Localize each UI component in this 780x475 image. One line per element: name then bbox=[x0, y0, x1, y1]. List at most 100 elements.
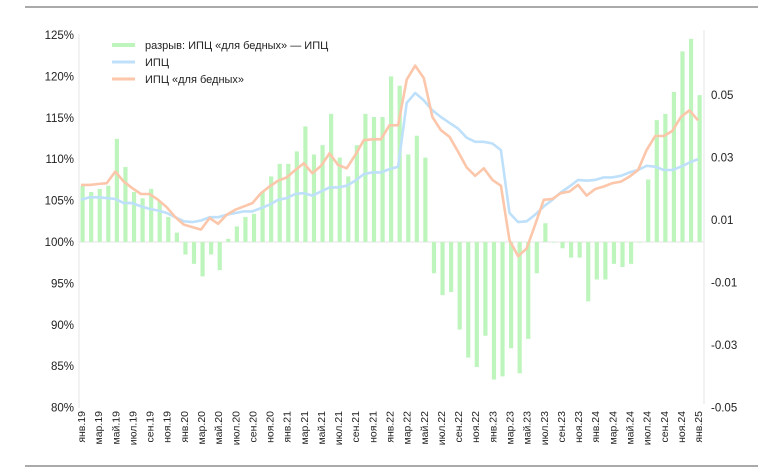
x-tick-label: июл.19 bbox=[127, 411, 139, 445]
left-tick-label: 95% bbox=[51, 278, 74, 290]
x-tick-label: янв.23 bbox=[487, 411, 499, 443]
x-tick-label: янв.25 bbox=[693, 411, 705, 443]
gap-bar bbox=[183, 242, 188, 255]
x-axis-ticks: янв.19 мар.19 май.19 июл.19 сен.19 ноя.19 янв.… bbox=[76, 411, 705, 445]
x-tick-label: сен.20 bbox=[247, 411, 259, 443]
gap-bar bbox=[337, 157, 342, 242]
gap-bar bbox=[251, 213, 257, 242]
legend-item-gap: разрыв: ИПЦ «для бедных» — ИПЦ bbox=[112, 40, 328, 52]
gap-bar bbox=[371, 117, 377, 242]
right-tick-label: -0.03 bbox=[711, 340, 737, 352]
gap-bar bbox=[209, 242, 214, 255]
gap-bar bbox=[106, 185, 111, 242]
legend-label-cpi: ИПЦ bbox=[145, 57, 169, 69]
gap-bar bbox=[226, 238, 231, 242]
gap-bar bbox=[474, 242, 479, 367]
gap-bar bbox=[611, 242, 617, 264]
legend: разрыв: ИПЦ «для бедных» — ИПЦ ИПЦ ИПЦ «… bbox=[112, 40, 328, 86]
x-tick-label: сен.24 bbox=[659, 411, 671, 443]
gap-bar bbox=[637, 242, 642, 243]
x-tick-label: июл.20 bbox=[230, 411, 242, 445]
gap-bar bbox=[346, 176, 351, 242]
cpi-poor-line bbox=[81, 64, 699, 258]
x-tick-label: янв.20 bbox=[179, 411, 191, 443]
gap-bar bbox=[329, 113, 334, 242]
x-tick-label: янв.21 bbox=[282, 411, 294, 443]
gap-bar bbox=[551, 242, 557, 243]
gap-bar bbox=[560, 242, 565, 249]
right-tick-label: -0.01 bbox=[711, 278, 737, 290]
gap-bar bbox=[320, 145, 325, 242]
gap-bar bbox=[89, 192, 94, 242]
gap-bar bbox=[534, 242, 539, 274]
x-tick-label: июл.23 bbox=[539, 411, 551, 445]
x-tick-label: май.19 bbox=[110, 411, 122, 445]
gap-bar bbox=[260, 192, 265, 242]
left-axis-ticks: 80% 85% 90% 95% 100% 105% 110% 115% 120% 125% bbox=[45, 30, 74, 415]
x-tick-label: июл.22 bbox=[436, 411, 448, 445]
gap-bar bbox=[363, 113, 368, 242]
gap-bar bbox=[509, 242, 514, 349]
x-tick-label: ноя.20 bbox=[265, 411, 277, 443]
gap-bar bbox=[483, 242, 488, 336]
gap-bar bbox=[697, 95, 702, 242]
gap-bar bbox=[500, 242, 505, 377]
gap-bar bbox=[97, 188, 102, 242]
gap-bar bbox=[577, 242, 582, 258]
right-tick-label: 0.05 bbox=[711, 90, 733, 102]
x-tick-label: мар.24 bbox=[607, 411, 619, 445]
right-tick-label: -0.05 bbox=[711, 403, 737, 415]
gap-bar bbox=[234, 226, 239, 242]
x-tick-label: янв.22 bbox=[385, 411, 397, 443]
gap-bar bbox=[449, 242, 454, 292]
x-tick-label: май.21 bbox=[316, 411, 328, 445]
x-tick-label: сен.21 bbox=[350, 411, 362, 443]
gap-bar bbox=[440, 242, 445, 296]
gap-bar bbox=[423, 157, 428, 242]
gap-bar bbox=[217, 242, 222, 271]
left-tick-label: 105% bbox=[45, 196, 74, 208]
x-tick-label: ноя.24 bbox=[676, 411, 688, 443]
gap-bar bbox=[526, 242, 531, 339]
gap-bar bbox=[406, 154, 411, 242]
left-tick-label: 90% bbox=[51, 320, 74, 332]
gap-bar bbox=[123, 167, 128, 242]
gap-bar bbox=[311, 154, 317, 242]
right-tick-label: 0.01 bbox=[711, 215, 733, 227]
legend-label-gap: разрыв: ИПЦ «для бедных» — ИПЦ bbox=[145, 40, 328, 52]
x-tick-label: ноя.22 bbox=[470, 411, 482, 443]
gap-bar bbox=[654, 120, 659, 242]
gap-bar bbox=[646, 179, 651, 242]
gap-bar bbox=[269, 176, 274, 242]
gap-bar bbox=[286, 163, 291, 242]
gap-bar bbox=[491, 242, 497, 380]
gap-bar bbox=[294, 151, 299, 242]
legend-item-cpi: ИПЦ bbox=[112, 57, 169, 69]
gap-bar bbox=[586, 242, 591, 302]
gap-bar bbox=[157, 201, 162, 242]
x-tick-label: янв.24 bbox=[590, 411, 602, 443]
gap-bar bbox=[594, 242, 599, 280]
x-tick-label: ноя.21 bbox=[367, 411, 379, 443]
gap-bar bbox=[603, 242, 608, 280]
x-tick-label: сен.22 bbox=[453, 411, 465, 443]
gap-bar bbox=[663, 113, 668, 242]
gap-bar bbox=[543, 223, 548, 242]
gap-bar bbox=[277, 163, 282, 242]
cpi-line bbox=[80, 91, 699, 224]
x-tick-label: сен.19 bbox=[145, 411, 157, 443]
gap-bar bbox=[457, 242, 462, 330]
x-tick-label: май.22 bbox=[419, 411, 431, 445]
gap-bar bbox=[191, 242, 197, 264]
x-tick-label: мар.19 bbox=[93, 411, 105, 445]
gap-bar bbox=[140, 198, 145, 242]
gap-bar bbox=[671, 92, 677, 242]
left-tick-label: 80% bbox=[51, 403, 74, 415]
x-tick-label: сен.23 bbox=[556, 411, 568, 443]
gap-bar bbox=[380, 117, 385, 242]
gap-bar bbox=[243, 217, 248, 242]
x-tick-label: июл.21 bbox=[333, 411, 345, 445]
gap-bars bbox=[80, 38, 702, 380]
x-tick-label: янв.19 bbox=[76, 411, 88, 443]
